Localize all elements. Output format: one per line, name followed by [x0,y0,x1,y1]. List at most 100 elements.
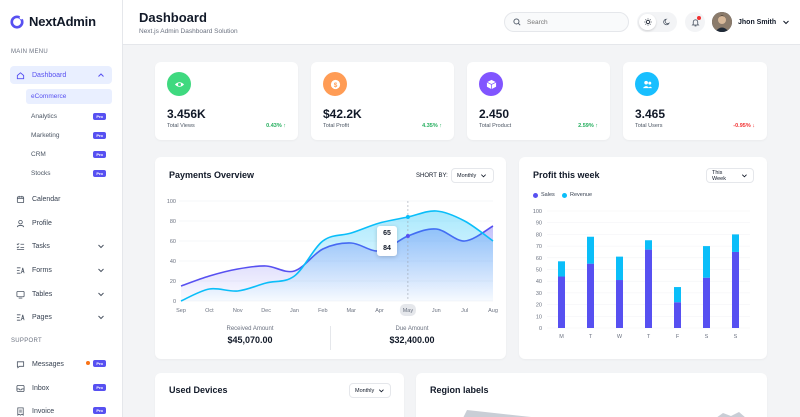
used-devices-card: Used Devices Monthly [155,373,404,417]
pro-badge: Pro [93,170,106,177]
sidebar-item-inbox[interactable]: Inbox Pro [10,379,112,397]
pro-badge: Pro [93,132,106,139]
notification-dot [697,16,701,20]
chevron-down-icon [783,20,789,25]
stat-card-users: 3.465 Total Users -0.95% ↓ [623,62,767,140]
sidebar-item-calendar[interactable]: Calendar [10,190,112,208]
stat-card-product: 2.450 Total Product 2.59% ↑ [467,62,610,140]
sidebar-item-profile[interactable]: Profile [10,214,112,232]
chevron-down-icon [379,389,385,393]
region-labels-card: Region labels [416,373,767,417]
svg-text:$: $ [333,81,337,88]
sidebar-subitem-label: Analytics [31,113,58,120]
task-list-icon [16,242,25,251]
tooltip-received: 65 [383,230,391,237]
card-title: Profit this week [533,170,600,180]
sidebar: NextAdmin MAIN MENU Dashboard eCommerce … [0,0,123,417]
period-select[interactable]: This Week [706,168,754,183]
search-icon [513,18,521,26]
form-icon [16,266,25,275]
sidebar-item-label: Forms [32,266,52,274]
app-name: NextAdmin [29,14,96,29]
legend-revenue[interactable]: Revenue [562,192,592,198]
pro-badge: Pro [93,384,106,391]
legend-label: Revenue [570,192,593,198]
select-value: Monthly [457,172,477,179]
chevron-down-icon [98,315,104,320]
sidebar-item-dashboard[interactable]: Dashboard [10,66,112,84]
inbox-icon [16,384,25,393]
logo-icon [10,14,24,29]
top-header: Dashboard Next.js Admin Dashboard Soluti… [123,0,800,45]
sidebar-subitem-label: eCommerce [31,93,67,100]
sidebar-subitem-label: CRM [31,151,46,158]
users-icon [635,72,659,96]
home-icon [16,71,25,80]
stat-change: 4.35% ↑ [422,123,442,129]
sidebar-subitem-label: Stocks [31,170,51,177]
chevron-down-icon [481,174,487,178]
sidebar-item-label: Pages [32,313,52,321]
moon-icon[interactable] [658,14,675,30]
sun-icon[interactable] [639,14,656,30]
sidebar-subitem-analytics[interactable]: Analytics Pro [26,109,112,124]
card-title: Region labels [430,385,489,395]
tooltip-due: 84 [383,245,391,252]
sidebar-subitem-label: Marketing [31,132,60,139]
legend-sales[interactable]: Sales [533,192,555,198]
select-value: Monthly [355,387,375,394]
stat-card-profit: $ $42.2K Total Profit 4.35% ↑ [311,62,454,140]
sidebar-subitem-stocks[interactable]: Stocks Pro [26,166,112,181]
sidebar-item-forms[interactable]: Forms [10,261,112,279]
stat-label: Total Views [167,123,195,129]
sidebar-item-messages[interactable]: Messages Pro [10,355,112,373]
search-box[interactable] [504,12,629,32]
chevron-up-icon [98,73,104,77]
stat-value: 3.465 [635,107,666,121]
chevron-down-icon [98,244,104,249]
sidebar-item-label: Calendar [32,195,61,203]
logo[interactable]: NextAdmin [10,14,96,29]
stat-value: 2.450 [479,107,510,121]
user-menu[interactable]: Jhon Smith [712,12,790,32]
sidebar-item-label: Inbox [32,384,50,392]
sidebar-item-pages[interactable]: Pages [10,308,112,326]
chevron-down-icon [98,292,104,297]
sidebar-item-invoice[interactable]: Invoice Pro [10,402,112,417]
pro-badge: Pro [93,360,106,367]
period-select[interactable]: Monthly [349,383,391,398]
amount-label: Received Amount [226,326,274,332]
search-input[interactable] [527,18,617,26]
eye-icon [167,72,191,96]
box-icon [479,72,503,96]
stat-value: $42.2K [323,107,362,121]
sidebar-item-label: Profile [32,219,52,227]
stat-card-views: 3.456K Total Views 0.43% ↑ [155,62,298,140]
sidebar-item-label: Tasks [32,242,50,250]
bell-icon [691,18,699,26]
pro-badge: Pro [93,151,106,158]
page-subtitle: Next.js Admin Dashboard Solution [139,28,238,35]
stat-label: Total Product [479,123,512,129]
period-select[interactable]: Monthly [451,168,494,183]
theme-toggle[interactable] [637,12,677,32]
sidebar-item-label: Invoice [32,407,55,415]
stat-label: Total Profit [323,123,349,129]
select-value: This Week [712,169,726,182]
sidebar-item-tables[interactable]: Tables [10,285,112,303]
sidebar-subitem-marketing[interactable]: Marketing Pro [26,128,112,143]
pages-icon [16,313,25,322]
chart-tooltip: 65 84 [377,226,397,256]
table-icon [16,290,25,299]
sidebar-item-label: Dashboard [32,71,67,79]
notification-button[interactable] [685,12,705,32]
divider [330,326,331,350]
chevron-down-icon [98,268,104,273]
sidebar-subitem-crm[interactable]: CRM Pro [26,147,112,162]
stat-label: Total Users [635,123,663,129]
stat-value: 3.456K [167,107,206,121]
sidebar-subitem-ecommerce[interactable]: eCommerce [26,89,112,104]
sidebar-item-tasks[interactable]: Tasks [10,237,112,255]
map-region [717,412,745,417]
sidebar-item-label: Messages [32,360,64,368]
